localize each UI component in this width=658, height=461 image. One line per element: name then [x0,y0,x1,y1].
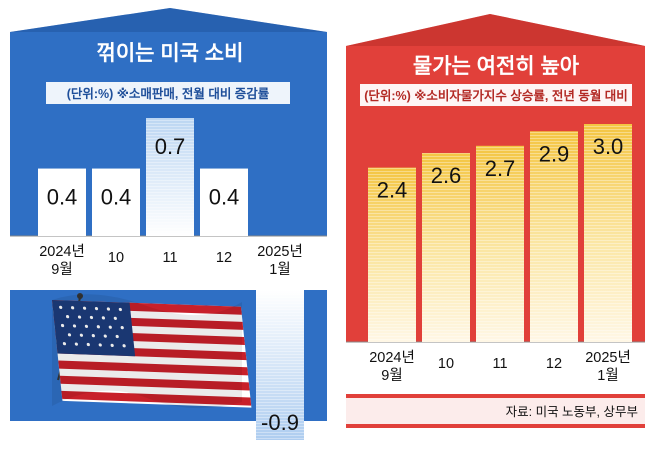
left-value-label-2: 0.7 [155,134,186,159]
right-value-label-2: 2.7 [485,156,516,181]
source-note: 자료: 미국 노동부, 상무부 [506,405,638,419]
left-bar-texture-2 [146,118,194,236]
left-value-label-0: 0.4 [47,185,78,210]
left-tick-label-2-0: 11 [162,250,177,266]
right-tick-label-1-0: 10 [438,356,454,372]
left-bar-texture-1 [92,168,140,236]
left-tick-label-3-0: 12 [216,250,232,266]
right-subtitle-strip [360,84,632,106]
left-tick-label-1-0: 10 [108,250,124,266]
right-value-label-1: 2.6 [431,163,462,188]
left-value-label-1: 0.4 [101,185,132,210]
right-value-label-0: 2.4 [377,178,408,203]
left-bar-texture-3 [200,168,248,236]
right-subtitle: (단위:%) ※소비자물가지수 상승률, 전년 동월 대비 [364,88,628,103]
left-tick-label-0-0: 2024년 [39,243,85,260]
left-value-label-3: 0.4 [209,185,240,210]
left-subtitle: (단위:%) ※소매판매, 전월 대비 증감률 [67,86,270,101]
left-value-label-4: -0.9 [261,410,299,435]
left-tick-label-4-1: 1월 [269,261,290,278]
source-strip [346,398,645,424]
right-tick-label-4-0: 2025년 [585,349,631,366]
right-bar-texture-2 [476,145,524,342]
right-bar-texture-0 [368,167,416,342]
us-flag-icon [52,293,252,409]
right-bar-texture-3 [530,131,578,342]
right-value-label-4: 3.0 [593,134,624,159]
left-bar-texture-0 [38,168,86,236]
right-value-label-3: 2.9 [539,141,570,166]
right-title: 물가는 여전히 높아 [413,55,580,78]
left-subtitle-strip [46,82,290,104]
right-tick-label-4-1: 1월 [597,367,618,384]
right-tick-label-0-1: 9월 [381,367,402,384]
right-bar-texture-4 [584,124,632,342]
right-bar-texture-1 [422,153,470,342]
right-tick-label-3-0: 12 [546,356,562,372]
left-axis-band [10,236,327,290]
right-tick-label-2-0: 11 [492,356,507,372]
left-bar-texture-4 [256,290,304,440]
right-tick-label-0-0: 2024년 [369,349,415,366]
left-title: 꺾이는 미국 소비 [97,42,244,65]
right-axis-band [346,342,645,394]
left-tick-label-0-1: 9월 [51,261,72,278]
left-tick-label-4-0: 2025년 [257,243,303,260]
